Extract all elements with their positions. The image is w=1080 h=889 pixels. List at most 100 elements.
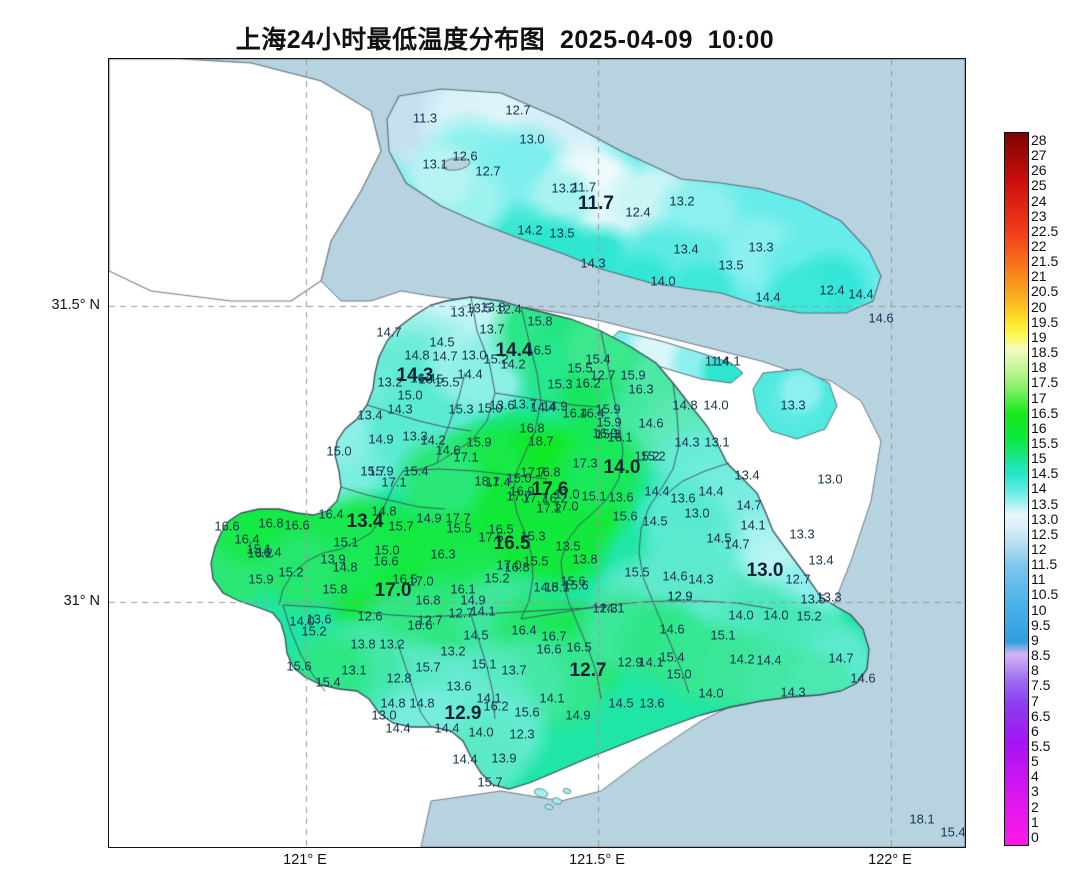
colorbar-tick: 7.5 — [1031, 677, 1051, 694]
station-value-label: 16.6 — [407, 617, 433, 633]
colorbar-tick: 23 — [1031, 207, 1047, 224]
colorbar-tick: 5 — [1031, 753, 1039, 770]
colorbar-tick: 13.5 — [1031, 495, 1059, 512]
station-value-label: 14.5 — [463, 627, 489, 643]
station-value-label: 15.3 — [520, 528, 546, 544]
station-value-label: 14.0 — [703, 397, 729, 413]
station-value-label: 12.7 — [417, 612, 443, 628]
station-value-label: 15.6 — [286, 658, 312, 674]
station-value-label: 14.3 — [396, 365, 434, 386]
colorbar-tick: 10 — [1031, 601, 1047, 618]
colorbar-tick: 11 — [1031, 571, 1046, 588]
station-value-label: 13.6 — [446, 678, 472, 694]
station-value-label: 14.6 — [850, 670, 876, 686]
station-value-label: 13.4 — [346, 511, 384, 532]
station-value-label: 16.9 — [509, 483, 535, 499]
station-value-label: 12.3 — [509, 726, 535, 742]
colorbar-tick: 21.5 — [1031, 253, 1059, 270]
station-value-label: 14.9 — [416, 510, 442, 526]
map-plot-area[interactable]: 11.3 12.7 13.0 12.6 13.1 12.7 13.2 11.7 12.4 13.2… — [108, 58, 966, 848]
colorbar-tick: 2 — [1031, 798, 1039, 815]
station-value-label: 12.7 — [785, 571, 811, 587]
y-axis-tick-label: 31° N — [63, 593, 100, 609]
station-value-label: 15.5 — [567, 360, 593, 376]
station-value-label: 13.2 — [377, 374, 403, 390]
station-value-label: 14.2 — [517, 222, 543, 238]
station-value-label: 17.0 — [374, 580, 412, 601]
station-value-label: 16.8 — [535, 464, 561, 480]
station-value-label: 14.0 — [650, 273, 676, 289]
station-value-label: 14.4 — [644, 483, 670, 499]
station-value-label: 13.9 — [320, 551, 346, 567]
station-value-label: 15.3 — [448, 401, 474, 417]
station-value-label: 13.8 — [350, 636, 376, 652]
station-value-label: 15.0 — [374, 542, 400, 558]
station-value-label: 14.4 — [434, 720, 460, 736]
station-value-label: 15.4 — [315, 674, 341, 690]
station-value-label: 15.5 — [523, 553, 549, 569]
station-value-label: 16.6 — [373, 553, 399, 569]
station-value-label: 15.0 — [506, 470, 532, 486]
station-value-label: 16.9 — [592, 425, 618, 441]
station-value-label: 13.0 — [684, 505, 710, 521]
station-value-label: 12.7 — [505, 102, 531, 118]
page-title: 上海24小时最低温度分布图 2025-04-09 10:00 — [235, 26, 775, 54]
colorbar-tick: 19 — [1031, 328, 1047, 345]
station-value-label: 14.4 — [495, 340, 533, 361]
colorbar-tick: 8 — [1031, 662, 1039, 679]
station-value-label: 15.2 — [301, 623, 327, 639]
colorbar-tick: 22.5 — [1031, 222, 1059, 239]
station-value-label: 16.5 — [418, 371, 444, 387]
station-value-label: 15.4 — [940, 824, 966, 840]
colorbar-tick: 28 — [1031, 132, 1047, 148]
station-value-label: 16.1 — [607, 429, 633, 445]
station-value-label: 14.7 — [736, 497, 762, 513]
station-value-label: 14.7 — [376, 324, 402, 340]
station-value-label: 15.0 — [477, 400, 503, 416]
colorbar-tick: 13.0 — [1031, 510, 1059, 527]
station-value-label: 14.1 — [715, 353, 741, 369]
station-value-label: 15.6 — [514, 704, 540, 720]
station-value-label: 12.4 — [496, 301, 522, 317]
station-value-label: 13.6 — [670, 490, 696, 506]
station-value-label: 17.5 — [478, 529, 504, 545]
station-value-label: 12.7 — [448, 605, 474, 621]
station-value-label: 14.0 — [468, 724, 494, 740]
station-value-label: 14.6 — [659, 621, 685, 637]
station-value-label: 14.5 — [706, 530, 732, 546]
station-value-label: 15.1 — [246, 541, 272, 557]
station-value-label: 16.8 — [258, 515, 284, 531]
colorbar-tick: 14.5 — [1031, 465, 1059, 482]
station-value-label: 14.1 — [476, 690, 502, 706]
station-value-label: 15.3 — [547, 376, 573, 392]
colorbar-tick: 12 — [1031, 541, 1047, 558]
station-value-label: 13.2 — [440, 643, 466, 659]
colorbar-tick: 7 — [1031, 692, 1039, 709]
station-value-label: 14.7 — [724, 536, 750, 552]
station-value-label: 12.7 — [590, 367, 616, 383]
colorbar-tick: 25 — [1031, 177, 1047, 194]
station-value-label: 12.6 — [357, 608, 383, 624]
station-value-label: 13.3 — [780, 397, 806, 413]
station-value-label: 16.2 — [542, 490, 568, 506]
station-value-label: 14.8 — [380, 695, 406, 711]
station-value-label: 14.1 — [599, 600, 625, 616]
station-value-label: 14.8 — [371, 503, 397, 519]
colorbar-tick: 1 — [1031, 813, 1039, 830]
colorbar-tick: 22 — [1031, 238, 1047, 255]
station-value-label: 14.1 — [638, 654, 664, 670]
station-value-label: 14.7 — [432, 348, 458, 364]
station-value-label: 12.9 — [617, 654, 643, 670]
station-value-label: 14.1 — [539, 690, 565, 706]
colorbar[interactable]: 28 27 26 25 24 23 22.5 22 21.5 21 20.5 20 19.5 19 18.5… — [1004, 132, 1080, 846]
station-value-label: 15.9 — [595, 401, 621, 417]
station-value-label: 14.2 — [500, 356, 526, 372]
colorbar-tick: 15.5 — [1031, 434, 1059, 451]
station-value-label: 16.6 — [536, 641, 562, 657]
station-value-label: 14.8 — [533, 579, 559, 595]
colorbar-tick: 18.5 — [1031, 344, 1059, 361]
colorbar-tick: 24 — [1031, 192, 1047, 209]
station-value-label: 16.4 — [562, 405, 588, 421]
station-value-label: 13.1 — [704, 434, 730, 450]
station-value-label: 14.4 — [385, 720, 411, 736]
